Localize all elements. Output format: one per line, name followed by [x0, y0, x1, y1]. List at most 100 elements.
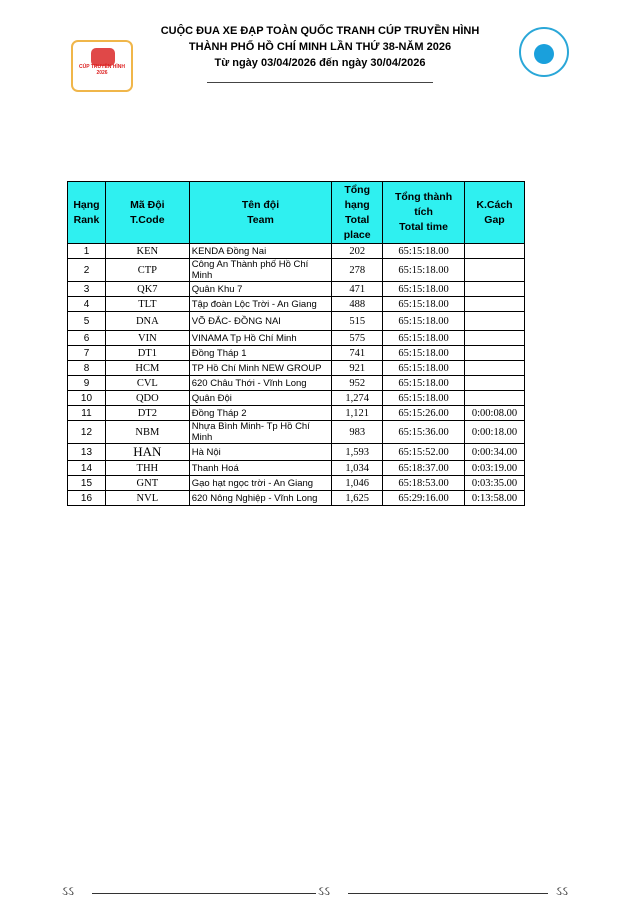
cell-total-place: 952 — [331, 375, 384, 391]
cell-team-code: QDO — [104, 390, 190, 406]
cell-team-code: DNA — [104, 311, 190, 331]
results-table: Hạng Rank Mã Đội T.Code Tên đội Team Tổng hạng T… — [67, 181, 525, 506]
cell-team-name: VÕ ĐẮC- ĐỒNG NAI — [188, 311, 333, 331]
table-row: 1 KEN KENDA Đồng Nai 202 65:15:18.00 — [67, 243, 525, 259]
cell-team-code: CTP — [104, 258, 190, 282]
title-line-2: THÀNH PHỐ HỒ CHÍ MINH LẦN THỨ 38-NĂM 202… — [188, 41, 452, 53]
cell-team-code: GNT — [104, 475, 190, 491]
cell-team-code: QK7 — [104, 281, 190, 297]
cell-rank: 3 — [67, 281, 106, 297]
cell-gap: 0:00:34.00 — [464, 443, 525, 461]
cell-total-time: 65:15:18.00 — [382, 296, 465, 312]
cell-team-name: Hà Nội — [188, 443, 333, 461]
cell-total-time: 65:15:18.00 — [382, 258, 465, 282]
cyclist-icon: ઽઽ — [62, 884, 74, 898]
cell-team-code: DT1 — [104, 345, 190, 361]
column-header-label: Tổng thành tích — [394, 191, 453, 218]
cell-gap — [464, 375, 525, 391]
column-header-total-time: Tổng thành tích Total time — [382, 181, 465, 244]
column-header-label: Total time — [399, 221, 448, 233]
column-header-label: Team — [247, 213, 274, 226]
cyclist-icon: ઽઽ — [318, 884, 330, 898]
footer-rule — [92, 893, 316, 894]
cell-total-place: 741 — [331, 345, 384, 361]
cell-gap — [464, 390, 525, 406]
cell-total-place: 471 — [331, 281, 384, 297]
column-header-team-code: Mã Đội T.Code — [104, 181, 190, 244]
cell-rank: 10 — [67, 390, 106, 406]
cell-rank: 4 — [67, 296, 106, 312]
cell-rank: 12 — [67, 420, 106, 444]
cell-total-time: 65:15:18.00 — [382, 345, 465, 361]
cell-gap — [464, 345, 525, 361]
cell-team-name: Gạo hạt ngọc trời - An Giang — [188, 475, 333, 491]
cell-total-time: 65:18:53.00 — [382, 475, 465, 491]
cell-team-name: Đồng Tháp 2 — [188, 405, 333, 421]
column-header-label: hạng — [344, 198, 370, 211]
cell-total-time: 65:15:26.00 — [382, 405, 465, 421]
cell-total-place: 921 — [331, 360, 384, 376]
table-row: 5 DNA VÕ ĐẮC- ĐỒNG NAI 515 65:15:18.00 — [67, 311, 525, 331]
cell-gap: 0:03:19.00 — [464, 460, 525, 476]
cell-gap: 0:03:35.00 — [464, 475, 525, 491]
cell-team-code: HAN — [104, 443, 190, 461]
cell-rank: 13 — [67, 443, 106, 461]
column-header-team-name: Tên đội Team — [188, 181, 333, 244]
cell-rank: 9 — [67, 375, 106, 391]
cell-team-name: 620 Châu Thới - Vĩnh Long — [188, 375, 333, 391]
table-row: 3 QK7 Quân Khu 7 471 65:15:18.00 — [67, 281, 525, 297]
cell-team-code: NVL — [104, 490, 190, 506]
cell-total-time: 65:15:18.00 — [382, 375, 465, 391]
cell-gap — [464, 296, 525, 312]
cell-team-code: CVL — [104, 375, 190, 391]
cell-team-name: Nhựa Bình Minh- Tp Hồ Chí Minh — [188, 420, 333, 444]
cell-total-place: 202 — [331, 243, 384, 259]
cell-total-place: 1,274 — [331, 390, 384, 406]
table-row: 9 CVL 620 Châu Thới - Vĩnh Long 952 65:15:18… — [67, 375, 525, 391]
column-header-total-place: Tổng hạng Total place — [331, 181, 384, 244]
cell-gap — [464, 281, 525, 297]
cup-logo: CÚP TRUYỀN HÌNH 2026 — [71, 40, 133, 92]
cell-team-code: KEN — [104, 243, 190, 259]
cell-total-place: 575 — [331, 330, 384, 346]
cell-rank: 5 — [67, 311, 106, 331]
cell-rank: 11 — [67, 405, 106, 421]
cell-team-name: Quân Đội — [188, 390, 333, 406]
cell-rank: 8 — [67, 360, 106, 376]
cell-team-name: TP Hồ Chí Minh NEW GROUP — [188, 360, 333, 376]
cell-total-place: 1,046 — [331, 475, 384, 491]
column-header-rank: Hạng Rank — [67, 181, 106, 244]
cell-team-code: TLT — [104, 296, 190, 312]
cell-team-code: NBM — [104, 420, 190, 444]
cell-rank: 7 — [67, 345, 106, 361]
cell-total-time: 65:15:18.00 — [382, 311, 465, 331]
cell-team-name: Tập đoàn Lộc Trời - An Giang — [188, 296, 333, 312]
cell-total-time: 65:18:37.00 — [382, 460, 465, 476]
column-header-label: Mã Đội — [130, 198, 165, 211]
cell-gap — [464, 258, 525, 282]
cell-gap — [464, 243, 525, 259]
cell-total-place: 278 — [331, 258, 384, 282]
cell-total-time: 65:15:36.00 — [382, 420, 465, 444]
cell-gap — [464, 360, 525, 376]
cell-total-place: 488 — [331, 296, 384, 312]
cell-total-time: 65:15:18.00 — [382, 390, 465, 406]
column-header-gap: K.Cách Gap — [464, 181, 525, 244]
table-row: 12 NBM Nhựa Bình Minh- Tp Hồ Chí Minh 983 65… — [67, 420, 525, 444]
table-row: 6 VIN VINAMA Tp Hồ Chí Minh 575 65:15:18.00 — [67, 330, 525, 346]
cell-total-time: 65:29:16.00 — [382, 490, 465, 506]
cell-total-time: 65:15:18.00 — [382, 281, 465, 297]
cell-total-time: 65:15:18.00 — [382, 330, 465, 346]
table-row: 13 HAN Hà Nội 1,593 65:15:52.00 0:00:34.00 — [67, 443, 525, 461]
cell-total-place: 1,121 — [331, 405, 384, 421]
cell-gap — [464, 311, 525, 331]
cell-rank: 16 — [67, 490, 106, 506]
table-row: 14 THH Thanh Hoá 1,034 65:18:37.00 0:03:19.00 — [67, 460, 525, 476]
cell-rank: 2 — [67, 258, 106, 282]
column-header-label: Rank — [73, 213, 100, 226]
cell-team-name: VINAMA Tp Hồ Chí Minh — [188, 330, 333, 346]
cyclist-icon: ઽઽ — [556, 884, 568, 898]
cell-total-time: 65:15:18.00 — [382, 243, 465, 259]
table-row: 15 GNT Gạo hạt ngọc trời - An Giang 1,046 65… — [67, 475, 525, 491]
